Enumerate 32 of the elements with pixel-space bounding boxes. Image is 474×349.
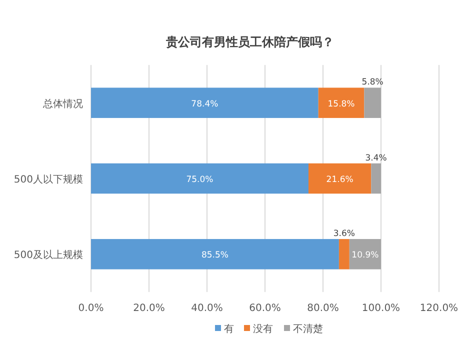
data-label: 85.5% [201, 250, 228, 261]
legend-label: 有 [224, 323, 234, 335]
bar [364, 88, 381, 118]
data-label: 5.8% [362, 78, 384, 88]
x-tick-label: 120.0% [420, 303, 458, 314]
bar [318, 88, 364, 118]
data-label: 21.6% [326, 175, 354, 185]
data-label: 3.6% [333, 229, 355, 240]
bar [91, 163, 308, 194]
y-tick-label: 500及以上规模 [14, 249, 83, 262]
bar [371, 163, 381, 194]
y-tick-label: 总体情况 [42, 98, 83, 110]
data-label: 75.0% [186, 175, 214, 185]
x-tick-label: 80.0% [307, 303, 339, 314]
chart-title: 贵公司有男性员工休陪产假吗？ [165, 35, 334, 49]
legend-label: 没有 [253, 323, 273, 335]
legend-label: 不清楚 [293, 323, 323, 335]
data-label: 3.4% [365, 153, 387, 164]
x-tick-label: 60.0% [249, 303, 281, 314]
data-label: 10.9% [352, 250, 379, 261]
x-tick-label: 100.0% [362, 303, 400, 314]
y-tick-label: 500人以下规模 [14, 174, 83, 186]
x-tick-label: 40.0% [191, 303, 223, 314]
x-tick-label: 20.0% [133, 303, 165, 314]
x-tick-label: 0.0% [78, 303, 104, 314]
bar [308, 163, 372, 194]
bar [349, 239, 381, 270]
data-label: 78.4% [191, 99, 218, 110]
bar [91, 239, 339, 270]
bar [338, 239, 350, 270]
bar [91, 88, 318, 118]
data-label: 15.8% [328, 99, 355, 110]
